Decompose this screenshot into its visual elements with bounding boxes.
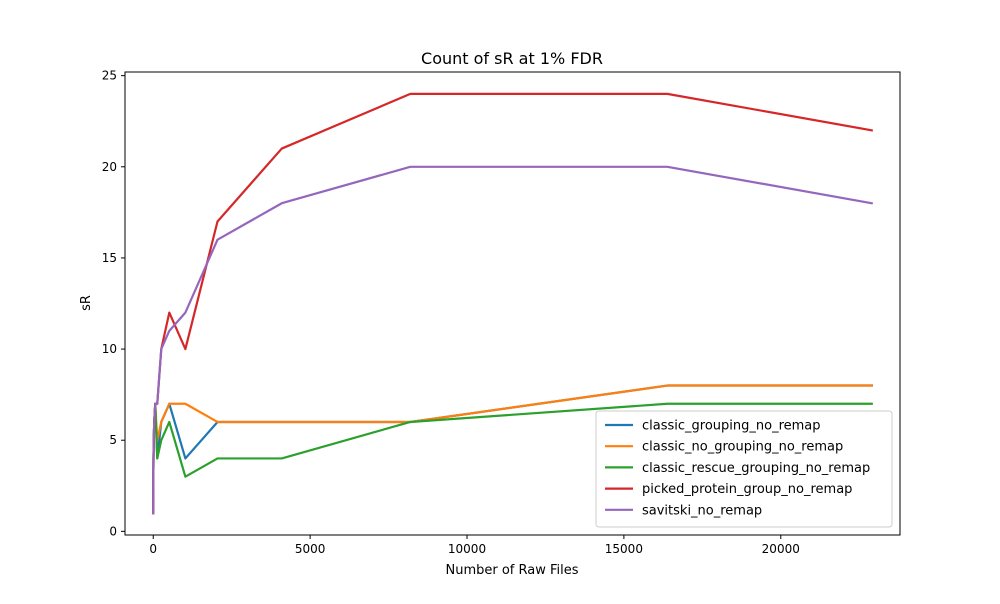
x-tick-label: 5000 — [295, 542, 326, 556]
legend-label: picked_protein_group_no_remap — [642, 482, 852, 497]
y-tick-label: 10 — [102, 342, 117, 356]
y-tick-label: 0 — [109, 524, 117, 538]
chart-title: Count of sR at 1% FDR — [421, 49, 603, 68]
legend-label: savitski_no_remap — [642, 503, 762, 518]
legend-label: classic_grouping_no_remap — [642, 419, 821, 434]
legend: classic_grouping_no_remap classic_no_grou… — [595, 410, 893, 528]
x-tick-label: 0 — [149, 542, 157, 556]
legend-label: classic_no_grouping_no_remap — [642, 440, 843, 455]
legend-label: classic_rescue_grouping_no_remap — [642, 461, 870, 476]
x-axis: 0 5000 10000 15000 20000 — [149, 535, 800, 556]
legend-box — [595, 410, 893, 528]
series-line-savitski-no-remap — [152, 165, 874, 515]
x-tick-label: 20000 — [762, 542, 800, 556]
x-axis-label: Number of Raw Files — [445, 563, 578, 578]
y-tick-label: 25 — [102, 69, 117, 83]
y-axis: 0 5 10 15 20 25 — [102, 69, 125, 538]
y-tick-label: 5 — [109, 433, 117, 447]
plot-frame — [124, 71, 901, 536]
y-axis-label: sR — [79, 295, 94, 311]
x-tick-label: 15000 — [605, 542, 643, 556]
y-tick-label: 15 — [102, 251, 117, 265]
x-tick-label: 10000 — [448, 542, 486, 556]
y-tick-label: 20 — [102, 160, 117, 174]
plot-area — [124, 71, 901, 536]
